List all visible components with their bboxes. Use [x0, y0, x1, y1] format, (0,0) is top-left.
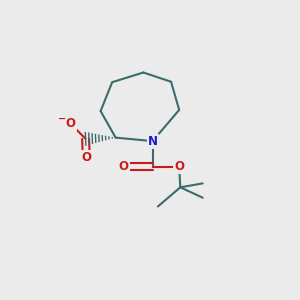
Text: N: N — [148, 135, 158, 148]
Text: O: O — [66, 117, 76, 130]
Text: −: − — [58, 114, 67, 124]
Text: O: O — [174, 160, 184, 173]
Text: O: O — [81, 151, 91, 164]
Text: O: O — [119, 160, 129, 173]
